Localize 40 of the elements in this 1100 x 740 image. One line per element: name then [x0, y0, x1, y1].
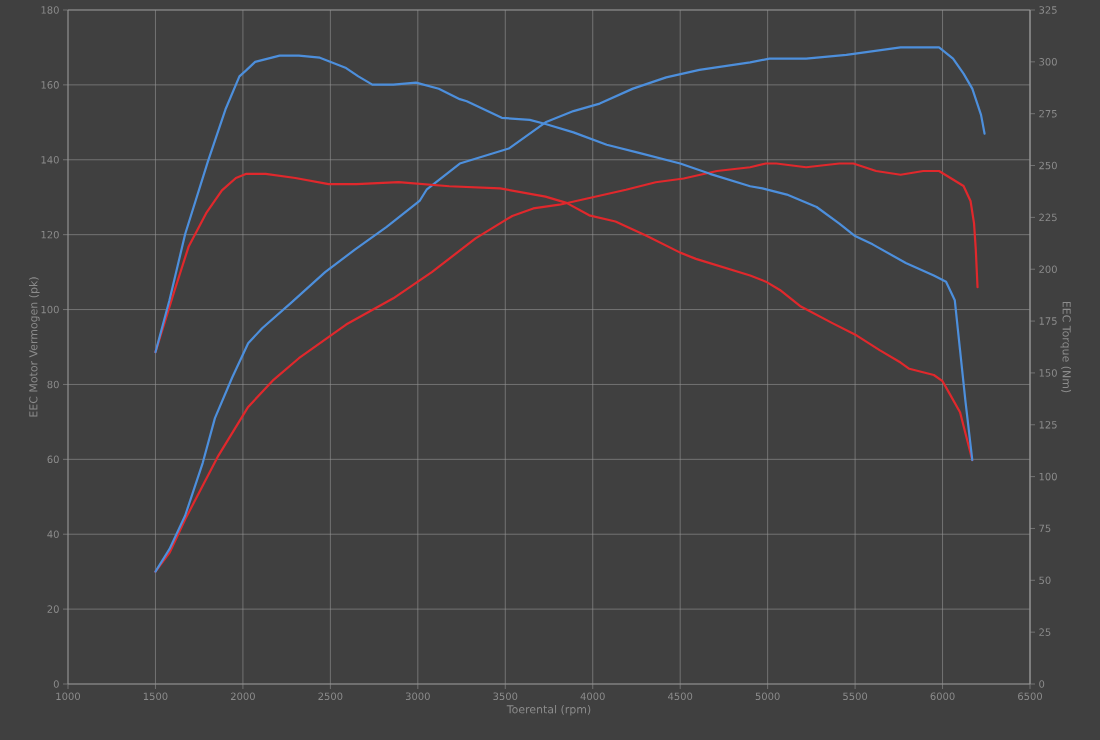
y-tick-label: 100: [41, 305, 59, 314]
y2-tick-label: 0: [1039, 680, 1045, 688]
y2-axis-title: EEC Torque (Nm): [1060, 301, 1071, 393]
x-axis-title: Toerental (rpm): [506, 704, 591, 716]
y2-tick-label: 200: [1039, 265, 1057, 273]
x-tick-label: 5000: [755, 692, 780, 701]
y-tick-label: 20: [47, 605, 59, 613]
y2-tick-label: 25: [1039, 628, 1051, 636]
x-tick-label: 6500: [1018, 692, 1043, 701]
y2-tick-label: 150: [1039, 369, 1057, 377]
y2-tick-label: 125: [1039, 420, 1057, 429]
y-tick-label: 160: [41, 81, 59, 89]
y-tick-label: 140: [41, 155, 59, 164]
x-tick-label: 2500: [318, 692, 343, 701]
line-series: [154, 162, 979, 573]
y2-tick-label: 275: [1039, 109, 1057, 118]
y2-tick-label: 175: [1039, 317, 1057, 325]
y2-tick-label: 250: [1039, 161, 1057, 170]
y2-tick-label: 75: [1039, 524, 1051, 533]
x-tick-label: 2000: [230, 692, 255, 701]
x-tick-label: 5500: [843, 692, 868, 701]
y-tick-label: 120: [41, 230, 59, 239]
y-tick-label: 180: [41, 6, 59, 14]
x-tick-label: 3500: [493, 692, 518, 701]
x-tick-label: 1500: [143, 692, 168, 701]
x-tick-label: 6000: [930, 692, 955, 701]
x-tick-label: 3000: [405, 692, 430, 701]
y2-tick-label: 300: [1039, 58, 1057, 66]
x-tick-label: 4500: [668, 692, 693, 701]
y-axis-title: EEC Motor Vermogen (pk): [29, 277, 40, 417]
y-tick-label: 80: [47, 380, 59, 389]
y2-tick-label: 100: [1039, 472, 1057, 481]
y-tick-label: 60: [47, 455, 59, 464]
y2-tick-label: 325: [1039, 6, 1057, 14]
y2-tick-label: 50: [1039, 576, 1051, 585]
y2-tick-label: 225: [1039, 213, 1057, 222]
y-tick-label: 0: [53, 680, 59, 688]
x-tick-label: 1000: [56, 692, 81, 701]
y-tick-label: 40: [47, 530, 59, 538]
x-tick-label: 4000: [580, 692, 605, 701]
